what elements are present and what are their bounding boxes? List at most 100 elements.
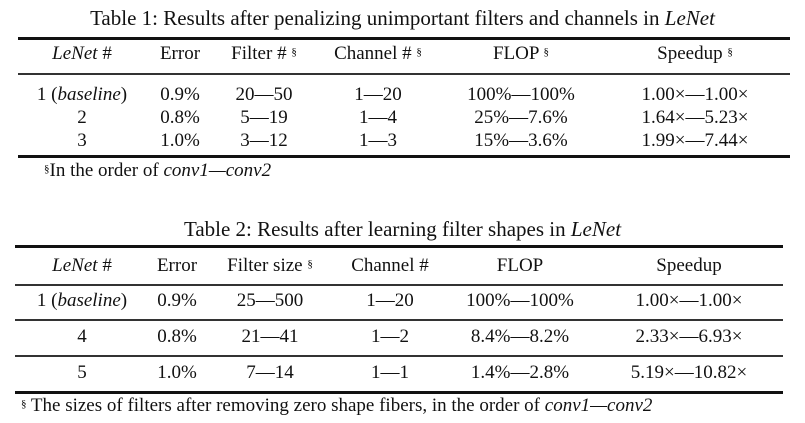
cell-filter-size: 25—500: [236, 290, 304, 311]
header-text: FLOP: [496, 255, 544, 276]
header-text: Error: [159, 43, 201, 64]
caption-text: Table 2: Results after learning filter s…: [183, 217, 571, 241]
header-filter-size: Filter size §: [205, 255, 335, 277]
table1-top-rule: [18, 37, 790, 40]
cell-speedup: 5.19×—10.82×: [630, 362, 748, 383]
cell-error: 1.0%: [160, 130, 200, 151]
section-mark: §: [727, 46, 733, 58]
header-text: Filter #: [231, 43, 292, 64]
cell-speedup: 1.64×—5.23×: [641, 107, 749, 128]
footnote-italic: conv1—conv2: [163, 160, 272, 181]
header-text: FLOP: [492, 43, 544, 64]
table-row: 3 1.0% 3—12 1—3 15%—3.6% 1.99×—7.44×: [18, 130, 790, 152]
cell-channel: 1—20: [366, 290, 414, 311]
cell-filter: 5—19: [240, 107, 288, 128]
cell-italic: baseline: [57, 84, 121, 105]
cell-text: ): [120, 84, 128, 105]
caption-italic: LeNet: [570, 217, 622, 241]
cell-error: 0.9%: [160, 84, 200, 105]
header-text: Filter size: [227, 255, 308, 276]
cell-error: 0.8%: [160, 107, 200, 128]
header-text: #: [97, 255, 112, 276]
cell-text: 1 (: [36, 290, 58, 311]
table-row: 2 0.8% 5—19 1—4 25%—7.6% 1.64×—5.23×: [18, 107, 790, 129]
table2-bottom-rule: [15, 391, 783, 394]
header-channel: Channel #: [335, 255, 445, 277]
cell-filter-size: 7—14: [246, 362, 294, 383]
header-text: Speedup: [656, 255, 722, 276]
cell-flop: 25%—7.6%: [474, 107, 568, 128]
cell-flop: 1.4%—2.8%: [470, 362, 570, 383]
cell-channel: 1—4: [359, 107, 397, 128]
cell-flop: 15%—3.6%: [474, 130, 568, 151]
cell-speedup: 1.99×—7.44×: [641, 130, 749, 151]
header-italic: LeNet: [52, 43, 98, 64]
footnote-text: In the order of: [49, 160, 164, 181]
header-channel: Channel # §: [314, 43, 442, 65]
cell-lenet: 1 (baseline): [18, 84, 146, 106]
section-mark: §: [416, 46, 422, 58]
cell-flop: 100%—100%: [466, 290, 574, 311]
table-row: 5 1.0% 7—14 1—1 1.4%—2.8% 5.19×—10.82×: [15, 362, 783, 384]
cell-text: 1 (: [36, 84, 58, 105]
cell-lenet: 4: [77, 326, 87, 347]
header-text: Channel #: [334, 43, 417, 64]
table2-caption: Table 2: Results after learning filter s…: [0, 217, 805, 241]
cell-filter-size: 21—41: [241, 326, 299, 347]
table2-row-rule: [15, 319, 783, 321]
cell-lenet: 5: [77, 362, 87, 383]
section-mark: §: [21, 398, 27, 410]
table1-footnote: §In the order of conv1—conv2: [44, 160, 271, 182]
cell-speedup: 1.00×—1.00×: [641, 84, 749, 105]
header-flop: FLOP: [445, 255, 595, 277]
cell-speedup: 1.00×—1.00×: [635, 290, 743, 311]
cell-lenet: 3: [77, 130, 87, 151]
caption-italic: LeNet: [664, 6, 715, 30]
footnote-text: The sizes of filters after removing zero…: [26, 395, 545, 416]
cell-flop: 8.4%—8.2%: [470, 326, 570, 347]
header-lenet: LeNet #: [18, 43, 146, 65]
cell-italic: baseline: [57, 290, 121, 311]
header-error: Error: [149, 255, 205, 277]
table1-caption: Table 1: Results after penalizing unimpo…: [0, 6, 805, 30]
header-flop: FLOP §: [442, 43, 600, 65]
cell-flop: 100%—100%: [467, 84, 575, 105]
header-lenet: LeNet #: [15, 255, 149, 277]
table-row: 1 (baseline) 0.9% 25—500 1—20 100%—100% …: [15, 290, 783, 312]
table2-row-rule: [15, 355, 783, 357]
header-speedup: Speedup §: [600, 43, 790, 65]
cell-channel: 1—1: [371, 362, 409, 383]
cell-error: 0.8%: [157, 326, 197, 347]
cell-channel: 1—3: [359, 130, 397, 151]
cell-text: ): [120, 290, 128, 311]
header-filter: Filter # §: [214, 43, 314, 65]
table-row: 1 (baseline) 0.9% 20—50 1—20 100%—100% 1…: [18, 84, 790, 106]
table1-mid-rule: [18, 73, 790, 75]
table1-bottom-rule: [18, 155, 790, 158]
cell-filter: 20—50: [235, 84, 293, 105]
cell-channel: 1—2: [371, 326, 409, 347]
cell-error: 0.9%: [157, 290, 197, 311]
cell-speedup: 2.33×—6.93×: [635, 326, 743, 347]
header-text: #: [97, 43, 112, 64]
table2-header-row: LeNet # Error Filter size § Channel # FL…: [15, 255, 783, 277]
section-mark: §: [291, 46, 297, 58]
header-error: Error: [146, 43, 214, 65]
header-text: Channel #: [351, 255, 429, 276]
caption-text: Table 1: Results after penalizing unimpo…: [90, 6, 665, 30]
footnote-italic: conv1—conv2: [544, 395, 653, 416]
table2-top-rule: [15, 245, 783, 248]
table1-header-row: LeNet # Error Filter # § Channel # § FLO…: [18, 43, 790, 65]
header-text: Error: [156, 255, 198, 276]
cell-filter: 3—12: [240, 130, 288, 151]
header-speedup: Speedup: [595, 255, 783, 277]
table2-mid-rule: [15, 284, 783, 286]
section-mark: §: [44, 163, 50, 175]
section-mark: §: [307, 258, 313, 270]
header-italic: LeNet: [52, 255, 98, 276]
cell-error: 1.0%: [157, 362, 197, 383]
section-mark: §: [543, 46, 550, 58]
table2-footnote: § The sizes of filters after removing ze…: [21, 395, 652, 417]
cell-lenet: 2: [77, 107, 87, 128]
header-text: Speedup: [657, 43, 728, 64]
